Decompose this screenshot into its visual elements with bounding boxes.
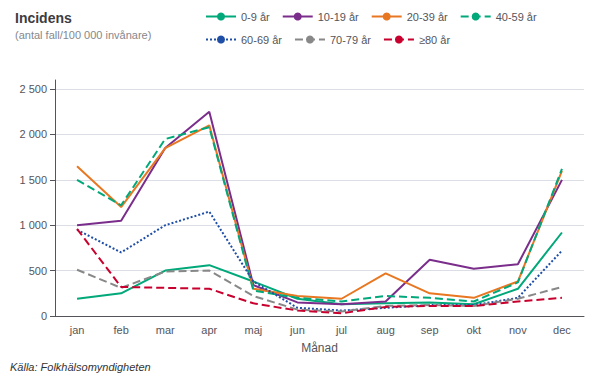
svg-text:40-59 år: 40-59 år	[496, 11, 537, 23]
svg-text:0: 0	[41, 310, 47, 322]
svg-text:500: 500	[29, 265, 47, 277]
svg-text:Incidens: Incidens	[15, 10, 72, 26]
svg-text:1 500: 1 500	[19, 174, 47, 186]
svg-text:60-69 år: 60-69 år	[241, 34, 282, 46]
svg-text:dec: dec	[553, 324, 571, 336]
svg-text:mar: mar	[156, 324, 175, 336]
svg-text:≥80 år: ≥80 år	[419, 34, 450, 46]
svg-text:aug: aug	[376, 324, 394, 336]
svg-text:maj: maj	[245, 324, 263, 336]
svg-text:feb: feb	[113, 324, 128, 336]
svg-text:jan: jan	[69, 324, 85, 336]
svg-text:sep: sep	[421, 324, 439, 336]
svg-text:0-9 år: 0-9 år	[241, 11, 270, 23]
svg-text:70-79 år: 70-79 år	[330, 34, 371, 46]
svg-text:okt: okt	[466, 324, 481, 336]
svg-text:jul: jul	[335, 324, 347, 336]
svg-text:(antal fall/100 000 invånare): (antal fall/100 000 invånare)	[15, 29, 151, 41]
svg-text:jun: jun	[289, 324, 305, 336]
svg-text:20-39 år: 20-39 år	[407, 11, 448, 23]
svg-text:10-19 år: 10-19 år	[318, 11, 359, 23]
svg-text:apr: apr	[201, 324, 217, 336]
svg-text:Månad: Månad	[301, 341, 338, 355]
svg-text:1 000: 1 000	[19, 219, 47, 231]
svg-text:Källa: Folkhälsomyndigheten: Källa: Folkhälsomyndigheten	[10, 361, 151, 373]
svg-text:2 000: 2 000	[19, 128, 47, 140]
svg-text:2 500: 2 500	[19, 83, 47, 95]
svg-text:nov: nov	[509, 324, 527, 336]
